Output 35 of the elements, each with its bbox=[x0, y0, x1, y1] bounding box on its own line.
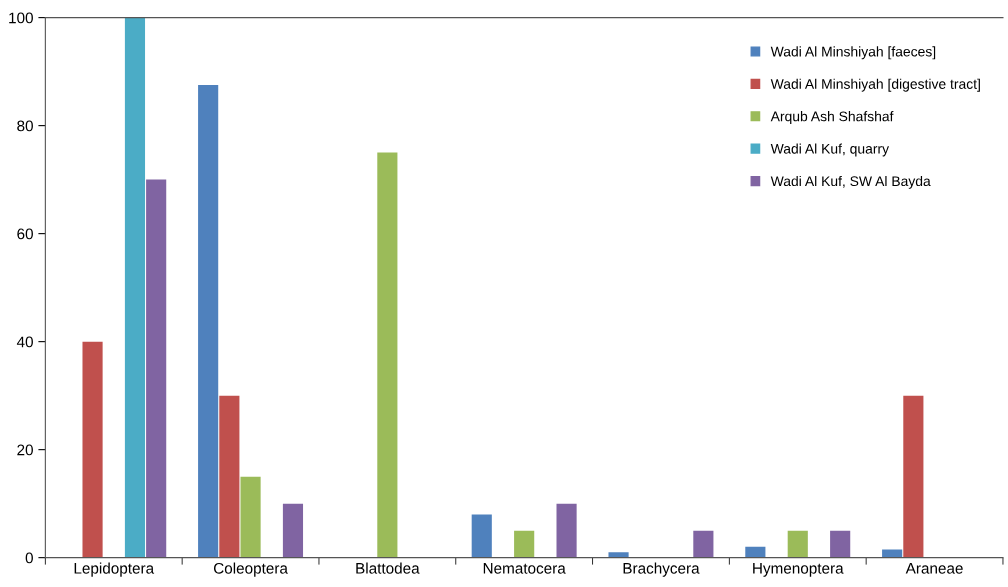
y-tick-label: 60 bbox=[17, 228, 33, 240]
x-tick-label: Coleoptera bbox=[213, 562, 288, 577]
legend-label: Wadi Al Kuf, SW Al Bayda bbox=[770, 175, 931, 189]
bar bbox=[830, 530, 851, 558]
bar bbox=[471, 514, 492, 558]
bar bbox=[82, 341, 103, 558]
bar bbox=[556, 503, 577, 558]
legend-label: Arqub Ash Shafshaf bbox=[770, 111, 894, 125]
x-tick-label: Nematocera bbox=[483, 563, 566, 574]
x-tick-label: Brachycera bbox=[623, 562, 700, 577]
x-tick-label: Araneae bbox=[905, 563, 963, 574]
bar bbox=[903, 395, 924, 558]
legend-label: Wadi Al Kuf, quarry bbox=[770, 143, 890, 157]
legend-label: Wadi Al Minshiyah [digestive tract] bbox=[770, 78, 980, 92]
bar bbox=[377, 152, 398, 558]
bar bbox=[693, 530, 714, 558]
bar bbox=[219, 395, 240, 558]
x-tick-label: Lepidoptera bbox=[74, 562, 155, 577]
bar bbox=[240, 476, 261, 558]
legend-label: Wadi Al Minshiyah [faeces] bbox=[770, 46, 936, 60]
bar bbox=[787, 530, 808, 558]
y-tick-label: 40 bbox=[16, 336, 33, 348]
bar bbox=[146, 179, 167, 558]
bar bbox=[198, 85, 219, 558]
bar bbox=[514, 530, 535, 558]
y-tick-label: 0 bbox=[25, 552, 33, 564]
bar bbox=[745, 546, 766, 558]
y-tick-label: 80 bbox=[17, 120, 33, 132]
bar bbox=[124, 17, 146, 558]
y-tick-label: 20 bbox=[17, 444, 33, 456]
x-tick-label: Blattodea bbox=[356, 562, 420, 574]
bar bbox=[608, 552, 629, 558]
x-tick-label: Hymenoptera bbox=[753, 563, 844, 577]
y-tick-label: 100 bbox=[9, 12, 33, 24]
bar bbox=[282, 503, 304, 558]
